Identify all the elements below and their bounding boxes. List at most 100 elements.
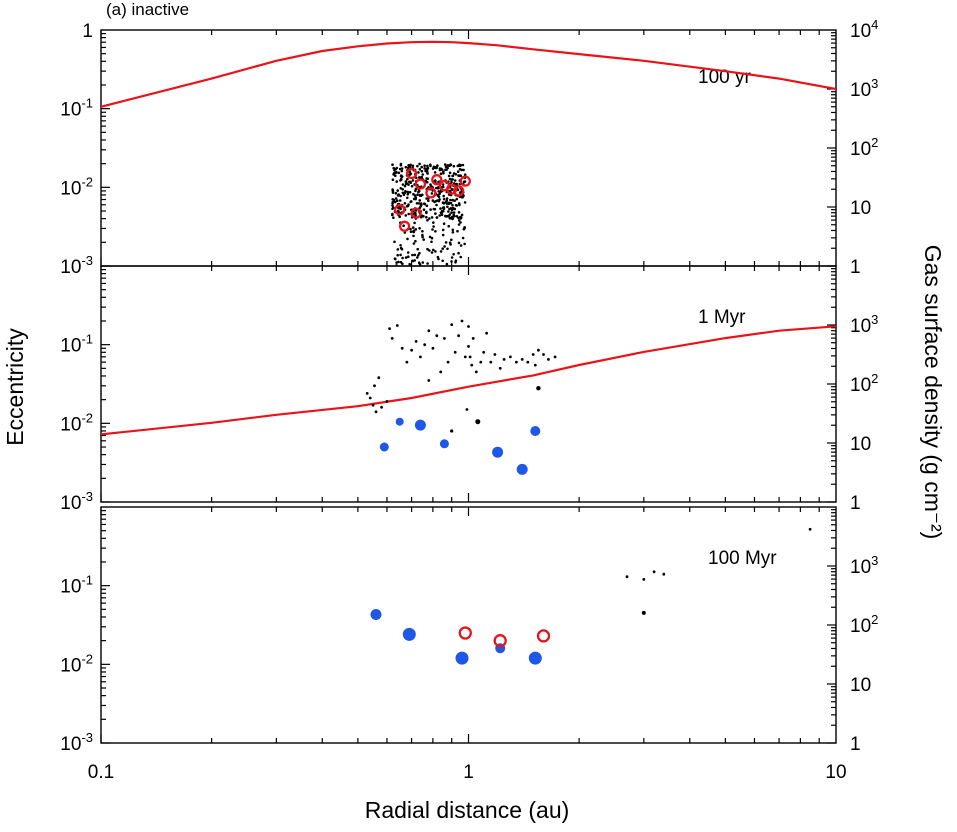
y2-axis-title: Gas surface density (g cm⁻²) bbox=[920, 245, 946, 540]
planetesimal-dot bbox=[436, 164, 439, 167]
planetesimal-dot bbox=[460, 319, 464, 323]
y-tick-label: 10-3 bbox=[60, 730, 93, 755]
planetesimal-dot bbox=[408, 191, 412, 194]
embryo-point bbox=[455, 651, 469, 665]
panel-3: 100 Myr bbox=[100, 506, 837, 744]
planetesimal-dot bbox=[447, 174, 451, 178]
open-circle-point bbox=[536, 629, 551, 643]
open-circle-point bbox=[458, 626, 472, 640]
planetesimal-dot bbox=[471, 337, 475, 340]
planetesimal-dot bbox=[420, 202, 423, 205]
planetesimal-dot bbox=[537, 348, 540, 352]
planetesimal-dot bbox=[447, 210, 450, 213]
planetesimal-dot bbox=[531, 353, 535, 356]
planetesimal-dot bbox=[459, 215, 462, 219]
planetesimal-dot bbox=[417, 261, 421, 265]
planetesimal-dot bbox=[385, 400, 389, 403]
planetesimal-dot bbox=[460, 213, 464, 217]
planetesimal-dot bbox=[395, 171, 398, 174]
plot-area bbox=[101, 40, 836, 266]
planetesimal-dot bbox=[447, 201, 451, 205]
planetesimal-dot bbox=[493, 353, 497, 356]
planetesimal-dot bbox=[421, 173, 425, 176]
planetesimal-dot bbox=[431, 228, 434, 231]
y2-tick-label: 102 bbox=[850, 612, 878, 637]
planetesimal-dot bbox=[399, 194, 403, 198]
planetesimal-dot bbox=[430, 216, 434, 219]
planetesimal-dot bbox=[451, 174, 454, 178]
planetesimal-dot bbox=[409, 230, 413, 233]
planetesimal-dot bbox=[455, 197, 459, 201]
y2-tick-label: 103 bbox=[850, 312, 878, 337]
y-tick-label: 10-3 bbox=[60, 489, 93, 514]
planetesimal-dot bbox=[434, 250, 437, 253]
planetesimal-dot bbox=[426, 177, 430, 180]
planetesimal-dot bbox=[405, 360, 409, 364]
embryo-point bbox=[516, 463, 528, 475]
planetesimal-dot bbox=[457, 334, 460, 338]
planetesimal-dot bbox=[424, 169, 427, 173]
planetesimal-dot bbox=[419, 355, 422, 359]
planetesimal-dot bbox=[461, 236, 465, 240]
planetesimal-dot bbox=[368, 396, 372, 400]
planetesimal-dot bbox=[444, 168, 447, 171]
planetesimal-dot bbox=[422, 208, 426, 211]
planetesimal-dot bbox=[420, 165, 424, 169]
planetesimal-dot bbox=[459, 174, 463, 177]
planetesimal-dot bbox=[439, 370, 443, 374]
planetesimal-dot bbox=[450, 211, 453, 214]
planetesimal-dot bbox=[399, 244, 402, 247]
planetesimal-dot bbox=[394, 197, 398, 200]
planetesimal-dot bbox=[451, 217, 454, 221]
planetesimal-dot bbox=[396, 248, 400, 251]
planetesimal-dot bbox=[462, 180, 466, 184]
planetesimal-dot bbox=[652, 570, 656, 574]
planetesimal-dot bbox=[391, 204, 394, 207]
planetesimal-dot bbox=[457, 211, 461, 214]
embryo-point bbox=[439, 439, 449, 449]
planetesimal-dot bbox=[451, 204, 454, 207]
planetesimal-dot bbox=[391, 178, 395, 181]
planetesimal-dot bbox=[449, 163, 452, 166]
planetesimal-dot bbox=[463, 173, 467, 176]
planetesimal-dot bbox=[410, 200, 413, 203]
planetesimal-dot bbox=[515, 360, 518, 364]
embryo-point bbox=[402, 627, 416, 641]
planetesimal-dot bbox=[547, 358, 550, 361]
planetesimal-dot bbox=[423, 202, 427, 206]
open-circle-point bbox=[493, 634, 507, 648]
planetesimal-dot bbox=[454, 203, 458, 207]
planetesimal-dot bbox=[429, 208, 432, 211]
planetesimal-dot bbox=[438, 167, 442, 170]
planetesimal-dot bbox=[432, 248, 435, 252]
planetesimal-dot bbox=[441, 247, 445, 250]
planetesimal-dot bbox=[421, 235, 424, 239]
planetesimal-dot bbox=[445, 197, 449, 200]
y-tick-label: 10-2 bbox=[60, 651, 93, 676]
planetesimal-dot bbox=[423, 164, 426, 167]
y-tick-label: 10-3 bbox=[60, 253, 93, 278]
planetesimal-dot bbox=[440, 212, 443, 215]
planetesimal-dot bbox=[414, 239, 417, 243]
planetesimal-dot bbox=[425, 210, 428, 214]
plot-area bbox=[370, 527, 812, 665]
y-tick-label: 10-1 bbox=[60, 573, 93, 598]
planetesimal-dot bbox=[433, 200, 436, 204]
planetesimal-dot bbox=[489, 360, 493, 364]
embryo-point bbox=[414, 419, 426, 431]
planetesimal-dot bbox=[444, 241, 448, 244]
planetesimal-dot bbox=[454, 261, 457, 264]
planetesimal-dot bbox=[374, 410, 378, 414]
planetesimal-dot bbox=[450, 323, 454, 326]
planetesimal-dot bbox=[396, 194, 400, 197]
planetesimal-dot bbox=[398, 167, 402, 171]
planetesimal-dot bbox=[414, 340, 418, 343]
planetesimal-dot bbox=[431, 346, 435, 350]
planetesimal-dot bbox=[380, 405, 383, 409]
planetesimal-dot bbox=[412, 242, 416, 245]
planetesimal-dot bbox=[439, 172, 443, 175]
planetesimal-dot bbox=[456, 229, 459, 233]
planetesimal-dot bbox=[377, 376, 381, 380]
planetesimal-dot bbox=[451, 206, 455, 210]
